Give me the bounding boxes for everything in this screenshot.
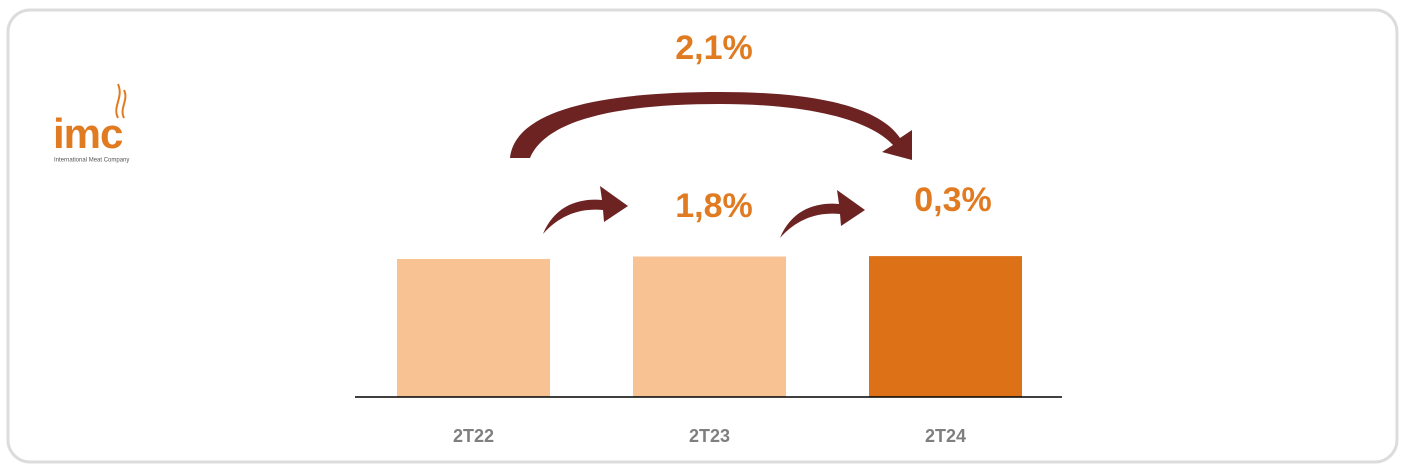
arrow-short: [543, 186, 628, 234]
arrows: [510, 92, 912, 238]
x-tick-label: 2T22: [453, 426, 494, 446]
bar: [869, 256, 1022, 397]
x-tick-label: 2T24: [925, 426, 966, 446]
logo-name: imc: [53, 110, 123, 157]
arrow-long: [510, 92, 912, 160]
bar: [397, 259, 550, 397]
bar: [633, 256, 786, 397]
x-tick-label: 2T23: [689, 426, 730, 446]
growth-label: 0,3%: [914, 181, 992, 219]
growth-label: 2,1%: [675, 29, 753, 67]
card: [6, 8, 1399, 464]
logo-steam: [115, 83, 127, 119]
logo: imc International Meat Company: [53, 83, 129, 164]
growth-label: 1,8%: [675, 187, 753, 225]
arrow-short: [780, 190, 865, 238]
logo-tagline: International Meat Company: [54, 158, 129, 164]
